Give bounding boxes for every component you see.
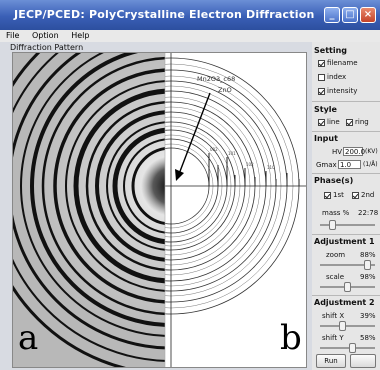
- menu-file[interactable]: File: [6, 31, 20, 40]
- style-heading: Style: [314, 105, 337, 114]
- adjustment2-heading: Adjustment 2: [314, 298, 375, 307]
- hv-unit: (KV): [365, 148, 378, 155]
- checkbox-icon[interactable]: [324, 191, 331, 199]
- checkbox-icon[interactable]: [318, 118, 325, 126]
- zoom-slider[interactable]: [320, 260, 375, 270]
- checkbox-icon[interactable]: [318, 87, 325, 95]
- input-heading: Input: [314, 134, 338, 143]
- slider-handle[interactable]: [329, 220, 336, 230]
- gmax-label: Gmax: [316, 161, 337, 169]
- diffraction-pattern-view: 002 101 102 110 Mn2O3_c68 ZnO: [12, 52, 307, 368]
- window-title: JECP/PCED: PolyCrystalline Electron Diff…: [14, 8, 315, 21]
- close-button[interactable]: ×: [360, 7, 376, 23]
- svg-text:002: 002: [210, 147, 218, 152]
- filename-checkbox[interactable]: filename: [318, 59, 358, 67]
- simulated-pattern: 002 101 102 110: [165, 53, 306, 367]
- svg-text:102: 102: [246, 162, 254, 167]
- phase2-checkbox[interactable]: 2nd: [352, 191, 374, 199]
- experimental-pattern: [13, 53, 165, 367]
- menu-bar: File Option Help: [0, 30, 380, 42]
- annotation-arrow: [178, 92, 211, 175]
- maximize-button[interactable]: □: [342, 7, 358, 23]
- phases-heading: Phase(s): [314, 176, 354, 185]
- setting-heading: Setting: [314, 46, 347, 55]
- scale-value: 98%: [360, 273, 376, 281]
- checkbox-icon[interactable]: [318, 73, 325, 81]
- diffraction-panel-label: Diffraction Pattern: [10, 43, 84, 52]
- checkbox-icon[interactable]: [346, 118, 353, 126]
- menu-option[interactable]: Option: [31, 31, 59, 40]
- shiftx-value: 39%: [360, 312, 376, 320]
- panel-letter-b: b: [280, 318, 302, 358]
- line-checkbox[interactable]: line: [318, 118, 340, 126]
- shiftx-slider[interactable]: [320, 321, 375, 331]
- menu-help[interactable]: Help: [71, 31, 90, 40]
- panel-letter-a: a: [18, 318, 39, 358]
- title-bar[interactable]: JECP/PCED: PolyCrystalline Electron Diff…: [0, 0, 380, 30]
- minimize-button[interactable]: _: [324, 7, 340, 23]
- scale-label: scale: [326, 273, 345, 281]
- mass-value: 22:78: [358, 209, 379, 217]
- ring-checkbox[interactable]: ring: [346, 118, 369, 126]
- slider-handle[interactable]: [339, 321, 346, 331]
- zoom-label: zoom: [326, 251, 346, 259]
- intensity-checkbox[interactable]: intensity: [318, 87, 357, 95]
- secondary-button[interactable]: [350, 354, 376, 368]
- phase1-checkbox[interactable]: 1st: [324, 191, 344, 199]
- control-sidebar: Setting filename index intensity Style l…: [312, 42, 380, 370]
- slider-handle[interactable]: [364, 260, 371, 270]
- hv-input[interactable]: 200.0: [343, 147, 366, 156]
- shifty-slider[interactable]: [320, 343, 375, 353]
- checkbox-icon[interactable]: [318, 59, 325, 67]
- mass-slider[interactable]: [320, 220, 375, 230]
- zoom-value: 88%: [360, 251, 376, 259]
- annotation-label-phase2: ZnO: [218, 86, 232, 94]
- mass-label: mass %: [322, 209, 350, 217]
- run-button[interactable]: Run: [316, 354, 346, 368]
- shifty-label: shift Y: [322, 334, 344, 342]
- annotation-label-phase1: Mn2O3_c68: [197, 75, 235, 83]
- diffraction-pattern-image: 002 101 102 110 Mn2O3_c68 ZnO: [13, 53, 306, 367]
- gmax-input[interactable]: 1.0: [338, 160, 361, 169]
- slider-handle[interactable]: [349, 343, 356, 353]
- scale-slider[interactable]: [320, 282, 375, 292]
- hv-label: HV: [332, 148, 343, 156]
- slider-handle[interactable]: [344, 282, 351, 292]
- adjustment1-heading: Adjustment 1: [314, 237, 375, 246]
- svg-text:101: 101: [228, 151, 236, 156]
- gmax-unit: (1/Å): [363, 161, 378, 168]
- svg-text:110: 110: [267, 165, 275, 170]
- shifty-value: 58%: [360, 334, 376, 342]
- index-checkbox[interactable]: index: [318, 73, 346, 81]
- shiftx-label: shift X: [322, 312, 345, 320]
- checkbox-icon[interactable]: [352, 191, 359, 199]
